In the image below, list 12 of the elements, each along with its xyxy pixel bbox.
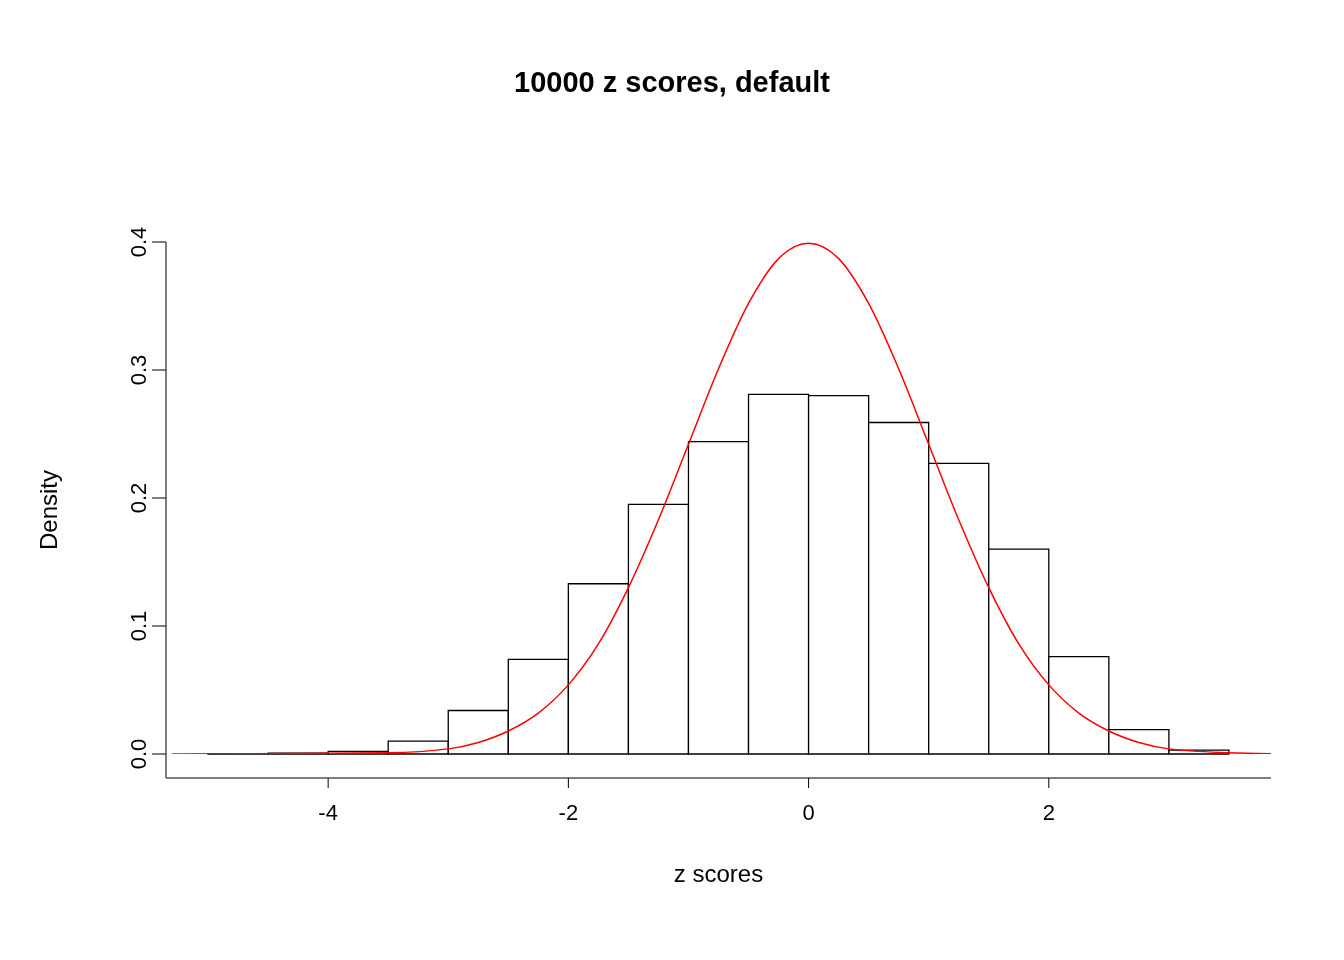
y-tick-label: 0.4 bbox=[126, 226, 151, 258]
y-axis-title: Density bbox=[34, 469, 62, 551]
x-tick-label: 2 bbox=[1042, 799, 1055, 825]
y-tick-label: 0.3 bbox=[126, 354, 151, 386]
x-tick-label: 0 bbox=[802, 799, 815, 825]
y-tick-label: 0.1 bbox=[126, 610, 151, 642]
x-tick-label: -4 bbox=[318, 799, 338, 825]
chart-title: 10000 z scores, default bbox=[513, 66, 831, 99]
y-tick-label: 0.2 bbox=[126, 482, 151, 514]
y-tick-label: 0.0 bbox=[126, 738, 151, 770]
x-axis-title: z scores bbox=[673, 860, 764, 887]
x-tick-label: -2 bbox=[558, 799, 579, 825]
